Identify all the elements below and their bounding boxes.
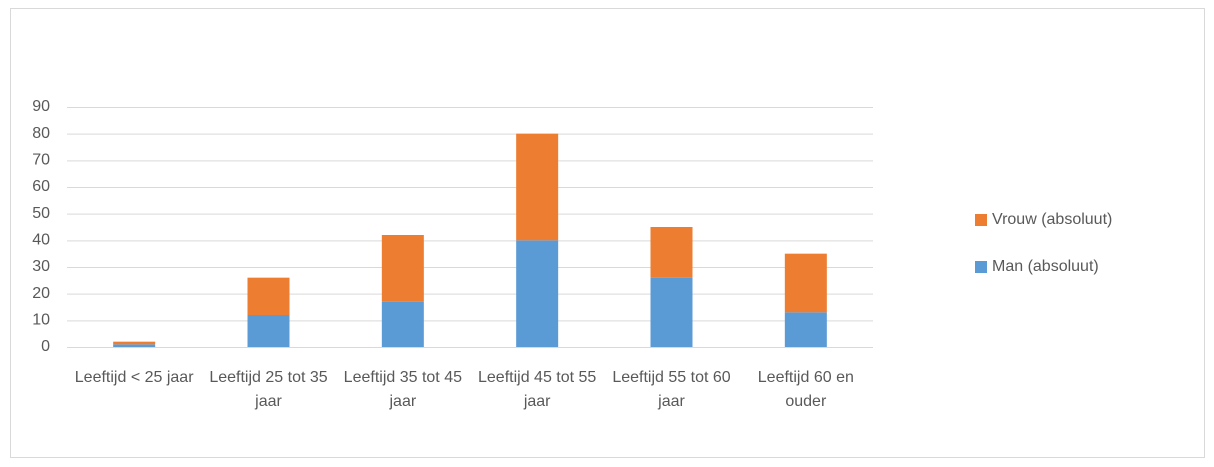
bar-segment — [381, 301, 424, 347]
x-tick-label: Leeftijd 45 tot 55 jaar — [478, 369, 597, 410]
x-tick-label: Leeftijd 60 en ouder — [757, 369, 854, 410]
y-tick-label: 70 — [32, 152, 50, 169]
bar-segment — [784, 312, 827, 347]
legend-swatch — [975, 261, 987, 273]
bar-segment — [113, 341, 156, 345]
y-tick-label: 80 — [32, 125, 50, 142]
chart-border — [10, 8, 1205, 458]
bar-segment — [784, 253, 827, 313]
y-tick-label: 90 — [32, 98, 50, 115]
y-tick-label: 40 — [32, 232, 50, 249]
bar-segment — [650, 227, 693, 278]
bar-segment — [247, 315, 290, 347]
y-tick-label: 20 — [32, 285, 50, 302]
y-tick-label: 0 — [41, 338, 50, 355]
x-tick-label: Leeftijd 35 tot 45 jaar — [343, 369, 462, 410]
y-tick-label: 50 — [32, 205, 50, 222]
x-tick-label: Leeftijd 55 tot 60 jaar — [612, 369, 731, 410]
x-tick-label: Leeftijd < 25 jaar — [74, 369, 194, 386]
y-tick-label: 30 — [32, 258, 50, 275]
bar-segment — [516, 133, 559, 241]
legend-label: Vrouw (absoluut) — [992, 211, 1112, 228]
legend-label: Man (absoluut) — [992, 258, 1099, 275]
x-tick-label: Leeftijd 25 tot 35 jaar — [209, 369, 328, 410]
y-tick-label: 10 — [32, 312, 50, 329]
bar-segment — [247, 277, 290, 315]
bar-segment — [650, 277, 693, 347]
legend-swatch — [975, 214, 987, 226]
y-tick-label: 60 — [32, 178, 50, 195]
bar-segment — [381, 235, 424, 302]
bar-segment — [516, 240, 559, 347]
bar-segment — [113, 344, 156, 347]
